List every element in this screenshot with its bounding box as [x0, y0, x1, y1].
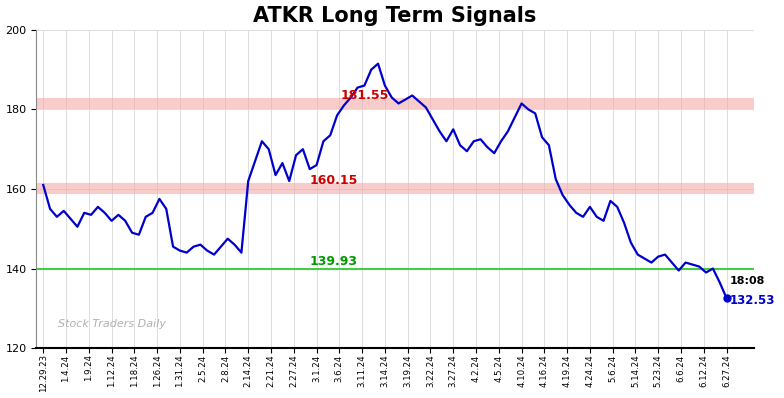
- Text: 132.53: 132.53: [729, 294, 775, 307]
- Text: Stock Traders Daily: Stock Traders Daily: [58, 319, 166, 329]
- Text: 18:08: 18:08: [729, 276, 764, 286]
- Text: 181.55: 181.55: [340, 89, 389, 102]
- Title: ATKR Long Term Signals: ATKR Long Term Signals: [253, 6, 537, 25]
- Text: 139.93: 139.93: [310, 255, 358, 268]
- Text: 160.15: 160.15: [310, 174, 358, 187]
